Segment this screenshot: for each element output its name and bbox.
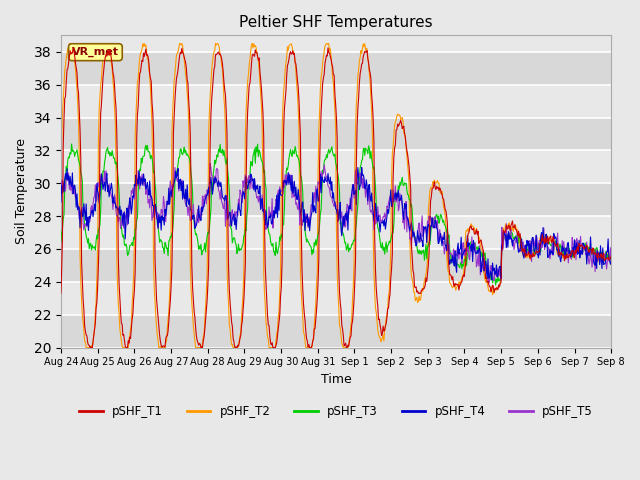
Line: pSHF_T3: pSHF_T3 bbox=[61, 144, 611, 285]
pSHF_T2 bbox=[420, 277, 428, 283]
pSHF_T1 bbox=[404, 157, 412, 163]
pSHF_T3 bbox=[404, 192, 412, 197]
pSHF_T4 bbox=[607, 259, 615, 265]
pSHF_T2 bbox=[607, 255, 615, 261]
Bar bbox=[61, 315, 611, 348]
Line: pSHF_T5: pSHF_T5 bbox=[61, 164, 611, 283]
Text: VR_met: VR_met bbox=[72, 47, 119, 57]
pSHF_T5 bbox=[209, 178, 217, 183]
pSHF_T5 bbox=[179, 189, 187, 195]
pSHF_T2 bbox=[181, 64, 189, 70]
pSHF_T5 bbox=[57, 178, 65, 183]
Bar bbox=[61, 52, 611, 84]
pSHF_T2 bbox=[68, 48, 76, 54]
Line: pSHF_T1: pSHF_T1 bbox=[61, 48, 611, 348]
pSHF_T3 bbox=[209, 171, 217, 177]
pSHF_T1 bbox=[420, 285, 428, 291]
pSHF_T1 bbox=[57, 290, 65, 296]
Bar bbox=[61, 84, 611, 118]
pSHF_T4 bbox=[358, 165, 365, 170]
Bar bbox=[61, 216, 611, 249]
Legend: pSHF_T1, pSHF_T2, pSHF_T3, pSHF_T4, pSHF_T5: pSHF_T1, pSHF_T2, pSHF_T3, pSHF_T4, pSHF… bbox=[74, 400, 598, 423]
Bar bbox=[61, 150, 611, 183]
pSHF_T3 bbox=[67, 151, 75, 157]
Bar bbox=[61, 249, 611, 282]
pSHF_T1 bbox=[69, 45, 77, 51]
pSHF_T4 bbox=[124, 206, 131, 212]
Line: pSHF_T4: pSHF_T4 bbox=[61, 168, 611, 280]
pSHF_T2 bbox=[125, 336, 133, 342]
pSHF_T4 bbox=[420, 224, 428, 229]
Bar bbox=[61, 183, 611, 216]
pSHF_T2 bbox=[404, 170, 412, 176]
pSHF_T3 bbox=[57, 239, 65, 245]
pSHF_T5 bbox=[404, 214, 412, 220]
Bar bbox=[61, 118, 611, 150]
Line: pSHF_T2: pSHF_T2 bbox=[61, 44, 611, 348]
pSHF_T3 bbox=[124, 252, 132, 257]
X-axis label: Time: Time bbox=[321, 373, 351, 386]
pSHF_T3 bbox=[180, 144, 188, 150]
pSHF_T3 bbox=[68, 141, 76, 147]
pSHF_T5 bbox=[67, 188, 75, 193]
pSHF_T5 bbox=[420, 231, 428, 237]
pSHF_T4 bbox=[67, 181, 75, 187]
Bar bbox=[61, 282, 611, 315]
pSHF_T2 bbox=[57, 242, 65, 248]
pSHF_T1 bbox=[181, 57, 189, 62]
pSHF_T5 bbox=[124, 222, 131, 228]
pSHF_T5 bbox=[607, 257, 615, 263]
pSHF_T2 bbox=[65, 41, 73, 47]
pSHF_T4 bbox=[404, 216, 412, 222]
Title: Peltier SHF Temperatures: Peltier SHF Temperatures bbox=[239, 15, 433, 30]
pSHF_T1 bbox=[607, 254, 615, 260]
pSHF_T4 bbox=[179, 178, 187, 184]
pSHF_T4 bbox=[488, 277, 495, 283]
pSHF_T2 bbox=[210, 49, 218, 55]
pSHF_T3 bbox=[420, 247, 428, 253]
pSHF_T1 bbox=[210, 66, 218, 72]
pSHF_T5 bbox=[485, 280, 493, 286]
pSHF_T4 bbox=[57, 199, 65, 205]
Y-axis label: Soil Temperature: Soil Temperature bbox=[15, 138, 28, 244]
pSHF_T5 bbox=[206, 161, 214, 167]
pSHF_T1 bbox=[67, 51, 75, 57]
pSHF_T3 bbox=[492, 282, 499, 288]
pSHF_T3 bbox=[607, 252, 615, 258]
pSHF_T4 bbox=[209, 192, 216, 197]
pSHF_T2 bbox=[83, 345, 90, 350]
pSHF_T1 bbox=[125, 340, 133, 346]
pSHF_T1 bbox=[86, 345, 94, 350]
